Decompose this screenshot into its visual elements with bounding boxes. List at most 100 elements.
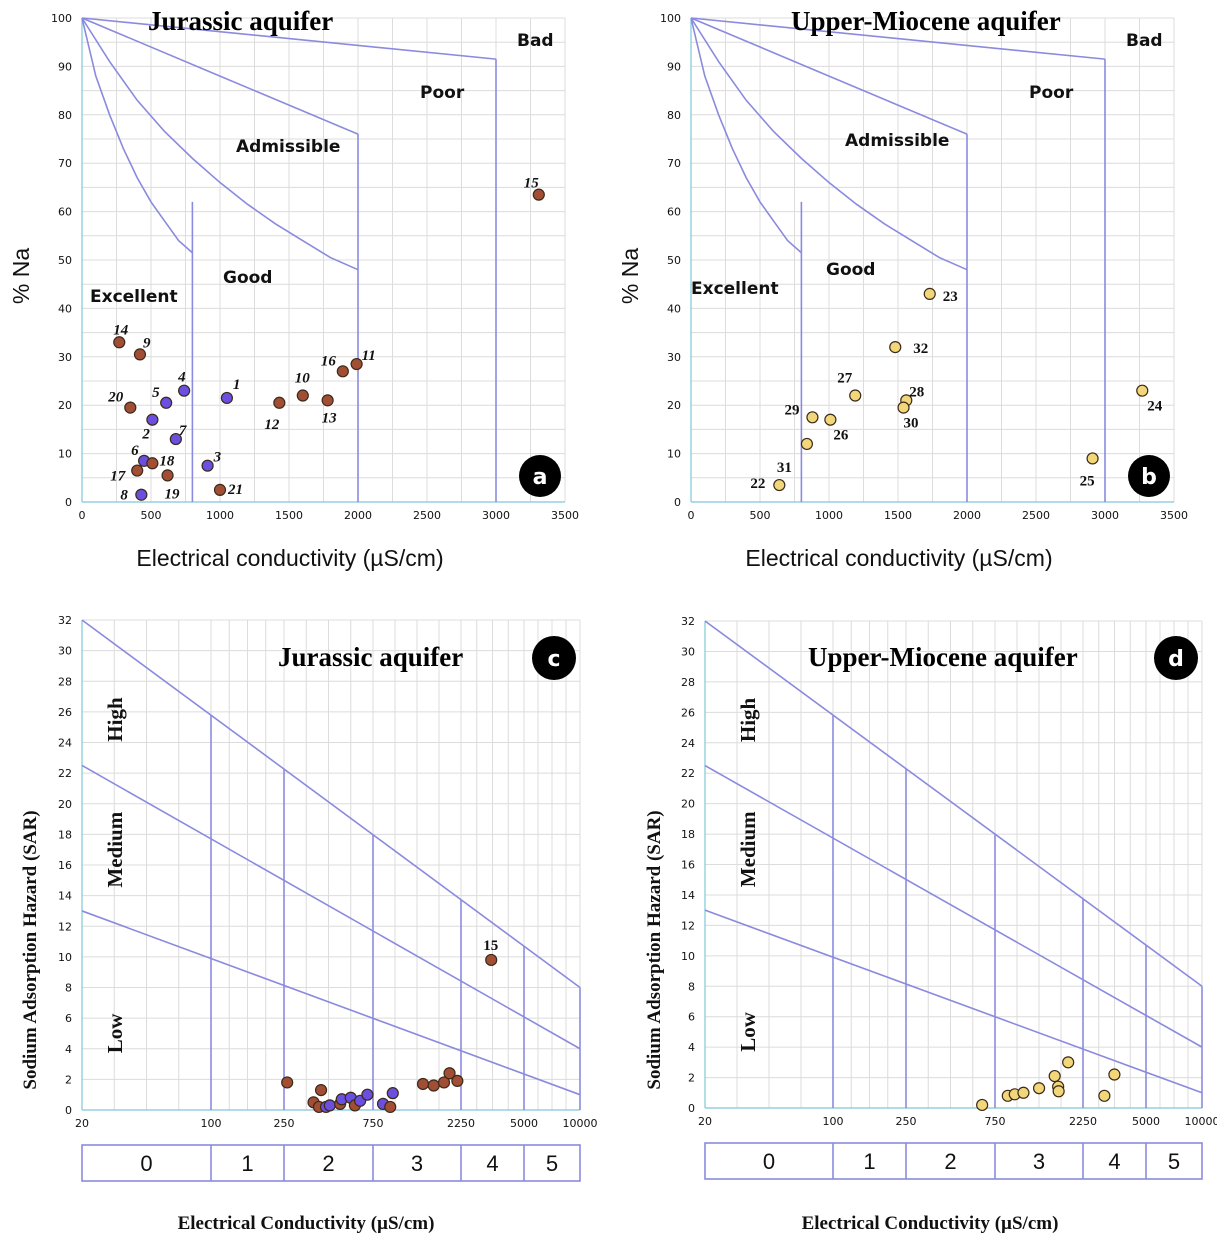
chart-b-svg: 0 500 1000 1500 2000 2500 3000 3500 0 10 20 30 40 50 6… xyxy=(617,6,1188,571)
salinity-class-label: 2 xyxy=(322,1151,334,1176)
boundary-good-admissible xyxy=(690,17,968,271)
x-axis-label: Electrical Conductivity (µS/cm) xyxy=(178,1213,435,1234)
y-axis-label: % Na xyxy=(8,248,34,304)
y-tick-label: 24 xyxy=(58,737,72,750)
data-point xyxy=(1052,1085,1065,1098)
data-point xyxy=(824,413,837,426)
salinity-class-label: 5 xyxy=(1168,1149,1180,1174)
zone-label-low: Low xyxy=(736,1011,760,1052)
data-point-label: 21 xyxy=(227,482,243,498)
data-point xyxy=(323,1099,336,1112)
salinity-class-label: 3 xyxy=(411,1151,423,1176)
data-point xyxy=(923,287,936,300)
x-tick-label: 10000 xyxy=(563,1117,598,1130)
zone-label-admissible: Admissible xyxy=(236,137,340,157)
panel-d-riverside-miocene: 20 100 250 750 2250 5000 10000 0 2 4 6 8 10 12 14 16 18 2… xyxy=(612,598,1217,1236)
y-tick-label: 70 xyxy=(58,157,72,170)
zone-label-poor: Poor xyxy=(1029,83,1074,103)
zone-label-excellent: Excellent xyxy=(691,279,779,299)
data-point xyxy=(849,389,862,402)
y-tick-label: 2 xyxy=(65,1073,72,1086)
salinity-class-label: 4 xyxy=(486,1151,498,1176)
zone-label-medium: Medium xyxy=(736,811,760,887)
data-point xyxy=(1086,452,1099,465)
zone-label-poor: Poor xyxy=(420,83,465,103)
y-tick-label: 30 xyxy=(681,645,695,658)
y-tick-label: 10 xyxy=(667,448,681,461)
boundary-medium-high xyxy=(81,764,581,1050)
x-tick-label: 20 xyxy=(75,1117,89,1130)
x-tick-label: 2500 xyxy=(413,509,441,522)
y-tick-label: 20 xyxy=(58,399,72,412)
y-tick-label: 28 xyxy=(681,676,695,689)
salinity-class-label: 0 xyxy=(763,1149,775,1174)
data-point xyxy=(773,478,786,492)
zone-label-medium: Medium xyxy=(103,811,127,887)
zone-label-bad: Bad xyxy=(517,31,554,51)
data-point-label: 6 xyxy=(131,443,139,459)
data-point-label: 26 xyxy=(833,428,849,444)
boundary-poor-bad xyxy=(690,17,1106,60)
data-point xyxy=(133,348,147,361)
y-tick-label: 6 xyxy=(65,1012,72,1025)
x-tick-label: 0 xyxy=(79,509,86,522)
boundary-excellent-good xyxy=(690,17,802,254)
y-tick-label: 30 xyxy=(58,645,72,658)
data-point-label: 13 xyxy=(322,410,338,426)
data-point-label: 9 xyxy=(143,335,151,351)
boundary-medium-high xyxy=(704,764,1203,1048)
y-tick-label: 14 xyxy=(681,889,695,902)
x-tick-label: 2000 xyxy=(344,509,372,522)
y-tick-label: 20 xyxy=(667,399,681,412)
data-point xyxy=(135,488,148,501)
data-point xyxy=(416,1077,430,1091)
data-point xyxy=(806,411,819,424)
data-point xyxy=(1017,1086,1030,1099)
y-tick-label: 40 xyxy=(667,302,681,315)
data-point xyxy=(350,357,363,371)
x-axis-label: Electrical conductivity (µS/cm) xyxy=(136,545,443,571)
data-point-label: 4 xyxy=(177,370,186,386)
x-tick-label: 250 xyxy=(274,1117,295,1130)
chart-title: Jurassic aquifer xyxy=(278,642,463,672)
y-axis-label: Sodium Adsorption Hazard (SAR) xyxy=(644,810,665,1089)
x-tick-label: 500 xyxy=(750,509,771,522)
data-point xyxy=(485,953,498,967)
data-point xyxy=(532,188,545,201)
chart-a-svg: 0 500 1000 1500 2000 2500 3000 3500 0 10 20 30 40 50 6… xyxy=(8,6,579,571)
x-tick-label: 1000 xyxy=(815,509,843,522)
y-tick-label: 22 xyxy=(58,767,72,780)
y-tick-label: 28 xyxy=(58,675,72,688)
boundary-excellent-good xyxy=(81,17,193,254)
boundary-good-admissible xyxy=(81,17,359,271)
data-point xyxy=(213,483,227,496)
zone-label-good: Good xyxy=(826,260,875,280)
y-tick-label: 10 xyxy=(58,951,72,964)
panel-badge: a xyxy=(533,465,548,490)
data-point-label: 7 xyxy=(179,423,187,439)
panel-c-riverside-jurassic: 20 100 250 750 2250 5000 10000 0 2 4 6 8 10 12 14 16 18 2… xyxy=(0,598,612,1236)
y-tick-label: 50 xyxy=(667,254,681,267)
y-tick-label: 80 xyxy=(58,109,72,122)
data-point-label: 27 xyxy=(837,371,853,387)
panel-badge-circle xyxy=(1128,455,1170,497)
data-point-label: 16 xyxy=(321,353,337,369)
data-point-label: 5 xyxy=(152,385,160,401)
data-point-label: 20 xyxy=(107,390,124,406)
x-tick-label: 0 xyxy=(688,509,695,522)
x-tick-label: 250 xyxy=(896,1115,917,1128)
boundary-admissible-poor xyxy=(81,17,359,135)
y-tick-label: 6 xyxy=(688,1011,695,1024)
salinity-class-label: 2 xyxy=(944,1149,956,1174)
panel-badge-circle xyxy=(532,636,576,680)
zone-label-excellent: Excellent xyxy=(90,287,178,307)
x-tick-label: 750 xyxy=(985,1115,1006,1128)
boundary-low-medium xyxy=(81,910,581,1096)
zone-label-bad: Bad xyxy=(1126,31,1163,51)
data-point xyxy=(113,336,126,349)
data-point-label: 22 xyxy=(750,476,765,492)
data-point xyxy=(427,1079,440,1092)
y-tick-label: 14 xyxy=(58,890,72,903)
chart-c-svg: 20 100 250 750 2250 5000 100000246810121416182… xyxy=(20,614,598,1234)
data-point xyxy=(1062,1056,1075,1069)
